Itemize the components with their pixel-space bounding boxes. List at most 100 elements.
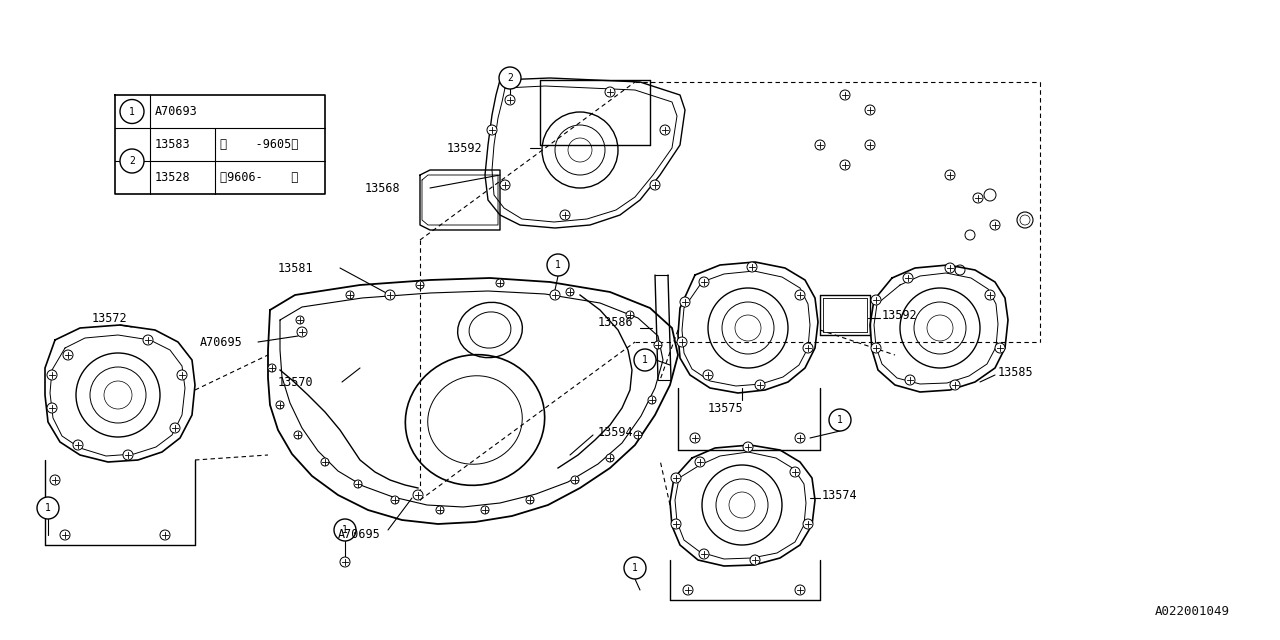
- Circle shape: [340, 557, 349, 567]
- Circle shape: [321, 458, 329, 466]
- Text: 1: 1: [632, 563, 637, 573]
- Circle shape: [73, 440, 83, 450]
- Text: 13594: 13594: [598, 426, 634, 438]
- Text: 1: 1: [643, 355, 648, 365]
- Circle shape: [790, 467, 800, 477]
- Circle shape: [60, 530, 70, 540]
- Text: A022001049: A022001049: [1155, 605, 1230, 618]
- Circle shape: [690, 433, 700, 443]
- Circle shape: [268, 364, 276, 372]
- Circle shape: [650, 180, 660, 190]
- Circle shape: [945, 170, 955, 180]
- Circle shape: [815, 140, 826, 150]
- Circle shape: [170, 423, 180, 433]
- Circle shape: [795, 585, 805, 595]
- Circle shape: [755, 380, 765, 390]
- Circle shape: [561, 210, 570, 220]
- Text: A70695: A70695: [338, 527, 380, 541]
- Circle shape: [995, 343, 1005, 353]
- Circle shape: [840, 90, 850, 100]
- Circle shape: [803, 519, 813, 529]
- Text: 13574: 13574: [822, 488, 858, 502]
- Circle shape: [671, 473, 681, 483]
- Text: 13570: 13570: [278, 376, 314, 388]
- Circle shape: [120, 149, 145, 173]
- Text: 2: 2: [507, 73, 513, 83]
- Circle shape: [870, 343, 881, 353]
- Circle shape: [973, 193, 983, 203]
- Circle shape: [742, 442, 753, 452]
- Circle shape: [902, 273, 913, 283]
- Circle shape: [481, 506, 489, 514]
- Circle shape: [634, 431, 643, 439]
- Circle shape: [840, 160, 850, 170]
- Circle shape: [499, 67, 521, 89]
- Circle shape: [870, 295, 881, 305]
- Circle shape: [143, 335, 154, 345]
- Circle shape: [497, 279, 504, 287]
- Circle shape: [297, 327, 307, 337]
- Circle shape: [684, 585, 692, 595]
- Circle shape: [605, 87, 614, 97]
- Circle shape: [905, 375, 915, 385]
- Text: 13586: 13586: [598, 316, 634, 328]
- Text: A70695: A70695: [200, 335, 243, 349]
- Text: 13585: 13585: [998, 365, 1034, 378]
- Circle shape: [566, 288, 573, 296]
- Text: 1: 1: [837, 415, 844, 425]
- Text: 13592: 13592: [882, 308, 918, 321]
- Circle shape: [276, 401, 284, 409]
- Circle shape: [571, 476, 579, 484]
- Circle shape: [986, 290, 995, 300]
- Circle shape: [703, 370, 713, 380]
- Circle shape: [950, 380, 960, 390]
- Text: A70693: A70693: [155, 105, 197, 118]
- Text: 〈    -9605〉: 〈 -9605〉: [220, 138, 298, 151]
- Circle shape: [355, 480, 362, 488]
- Circle shape: [294, 431, 302, 439]
- Circle shape: [865, 140, 876, 150]
- Circle shape: [296, 316, 305, 324]
- Circle shape: [436, 506, 444, 514]
- Circle shape: [413, 490, 422, 500]
- Circle shape: [486, 125, 497, 135]
- Text: 1: 1: [129, 106, 134, 116]
- Text: 13572: 13572: [92, 312, 128, 324]
- Text: 2: 2: [129, 156, 134, 166]
- Circle shape: [547, 254, 570, 276]
- Circle shape: [346, 291, 355, 299]
- Circle shape: [506, 95, 515, 105]
- Circle shape: [660, 125, 669, 135]
- Circle shape: [625, 557, 646, 579]
- Text: 1: 1: [45, 503, 51, 513]
- Circle shape: [829, 409, 851, 431]
- Text: 1: 1: [556, 260, 561, 270]
- Circle shape: [699, 549, 709, 559]
- Circle shape: [123, 450, 133, 460]
- Circle shape: [865, 105, 876, 115]
- Circle shape: [63, 350, 73, 360]
- Circle shape: [989, 220, 1000, 230]
- Circle shape: [500, 180, 509, 190]
- Text: 13528: 13528: [155, 171, 191, 184]
- Text: 13583: 13583: [155, 138, 191, 151]
- Circle shape: [37, 497, 59, 519]
- Circle shape: [47, 403, 58, 413]
- Text: 13581: 13581: [278, 262, 314, 275]
- Text: 13575: 13575: [708, 401, 744, 415]
- Circle shape: [695, 457, 705, 467]
- Circle shape: [654, 341, 662, 349]
- Circle shape: [416, 281, 424, 289]
- Circle shape: [120, 99, 145, 124]
- Circle shape: [648, 396, 657, 404]
- Text: 1: 1: [342, 525, 348, 535]
- Circle shape: [177, 370, 187, 380]
- Circle shape: [385, 290, 396, 300]
- Circle shape: [699, 277, 709, 287]
- Circle shape: [47, 370, 58, 380]
- Circle shape: [671, 519, 681, 529]
- Circle shape: [526, 496, 534, 504]
- Circle shape: [550, 290, 561, 300]
- Circle shape: [626, 311, 634, 319]
- Circle shape: [795, 433, 805, 443]
